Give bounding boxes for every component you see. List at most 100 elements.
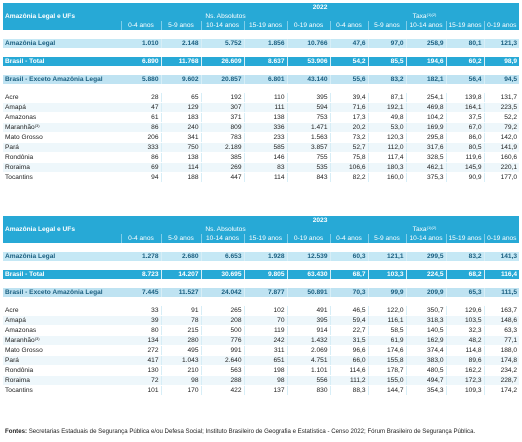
row-label-text: Maranhão: [5, 124, 35, 131]
abs-value-cell: 114: [243, 172, 287, 183]
abs-value-cell: 24.042: [200, 288, 244, 297]
rate-value-cell: 140,5: [405, 325, 446, 336]
rate-value-cell: 49,8: [367, 112, 406, 123]
abs-value-cell: 11.768: [160, 57, 201, 66]
row-label-text: Amazônia Legal: [5, 253, 56, 260]
rate-value-cell: 80,1: [445, 39, 484, 48]
rate-value-cell: 220,1: [483, 162, 520, 173]
rate-value-cell: 103,5: [445, 315, 484, 326]
brasil-total-row: Brasil - Total 6.890 11.768 26.609 8.637 53.9…: [3, 57, 520, 66]
abs-value-cell: 336: [243, 122, 287, 133]
rate-value-cell: 80,5: [445, 142, 484, 153]
rate-value-cell: 111,5: [483, 288, 520, 297]
rate-value-cell: 374,4: [405, 345, 446, 356]
rate-value-cell: 163,7: [483, 306, 520, 316]
rate-group-label: Taxa: [412, 13, 427, 20]
rate-group-footnote: (1)(2): [426, 225, 437, 230]
abs-value-cell: 65: [160, 93, 201, 103]
row-label: Pará: [3, 142, 121, 153]
rate-value-cell: 83,2: [445, 252, 484, 261]
rate-value-cell: 254,1: [405, 93, 446, 103]
row-label: Rondônia: [3, 152, 121, 163]
abs-value-cell: 110: [243, 93, 287, 103]
row-spacer: [3, 48, 520, 57]
age-column-header: 10-14 anos: [200, 234, 244, 243]
rate-value-cell: 462,1: [405, 162, 446, 173]
uf-row: Maranhão(3) 134 280 776 242 1.432 31,5 61,9 162,…: [3, 335, 520, 346]
spacer-cell: [3, 297, 520, 306]
rate-value-cell: 104,2: [405, 112, 446, 123]
abs-value-cell: 395: [286, 93, 330, 103]
abs-value-cell: 53.906: [286, 57, 330, 66]
rate-value-cell: 121,3: [483, 39, 520, 48]
row-label-text: Mato Grosso: [5, 347, 43, 354]
amazonia-legal-row: Amazônia Legal 1.278 2.680 6.653 1.928 12.539…: [3, 252, 520, 261]
uf-row: Mato Grosso 206 341 783 233 1.563 73,2 120,3 295…: [3, 132, 520, 143]
abs-value-cell: 9.805: [243, 270, 287, 279]
abs-value-cell: 333: [121, 142, 161, 153]
rate-value-cell: 65,3: [445, 288, 484, 297]
rate-value-cell: 60,3: [329, 252, 368, 261]
rate-value-cell: 121,1: [367, 252, 406, 261]
rate-value-cell: 375,3: [405, 172, 446, 183]
row-label: Roraima: [3, 375, 121, 386]
row-spacer: [3, 261, 520, 270]
age-column-header: 5-9 anos: [160, 21, 201, 30]
abs-value-cell: 280: [160, 335, 201, 346]
rate-value-cell: 328,5: [405, 152, 446, 163]
abs-value-cell: 1.471: [286, 122, 330, 133]
rate-value-cell: 87,1: [367, 93, 406, 103]
uf-row: Amazonas 61 183 371 138 753 17,3 49,8 104,2 37,5 5…: [3, 112, 520, 123]
abs-value-cell: 1.563: [286, 132, 330, 143]
rate-value-cell: 82,2: [329, 172, 368, 183]
row-label: Amazonas: [3, 325, 121, 336]
rate-value-cell: 52,2: [483, 112, 520, 123]
abs-value-cell: 28: [121, 93, 161, 103]
rate-value-cell: 58,5: [367, 325, 406, 336]
abs-value-cell: 585: [243, 142, 287, 153]
rate-value-cell: 139,8: [445, 93, 484, 103]
abs-value-cell: 33: [121, 306, 161, 316]
abs-value-cell: 11.527: [160, 288, 201, 297]
abs-value-cell: 1.432: [286, 335, 330, 346]
year-label: 2023: [121, 216, 520, 225]
rate-group-header: Taxa(1)(2): [330, 12, 520, 21]
row-label-text: Rondônia: [5, 367, 34, 374]
abs-value-cell: 50.891: [286, 288, 330, 297]
row-label-text: Brasil - Exceto Amazônia Legal: [5, 76, 103, 83]
abs-value-cell: 43.140: [286, 75, 330, 84]
abs-value-cell: 2.680: [160, 252, 201, 261]
abs-value-cell: 5.880: [121, 75, 161, 84]
row-spacer: [3, 279, 520, 288]
abs-value-cell: 563: [200, 365, 244, 376]
rate-value-cell: 98,9: [483, 57, 520, 66]
rate-value-cell: 155,0: [367, 375, 406, 386]
row-label-text: Amapá: [5, 104, 26, 111]
uf-row: Amapá 47 129 307 111 594 71,6 192,1 469,8 164,1 22…: [3, 102, 520, 113]
rate-value-cell: 20,2: [329, 122, 368, 133]
rate-value-cell: 63,3: [483, 325, 520, 336]
rate-value-cell: 234,2: [483, 365, 520, 376]
abs-group-header: Ns. Absolutos: [121, 12, 330, 21]
rate-value-cell: 174,2: [483, 385, 520, 396]
rate-value-cell: 116,4: [483, 270, 520, 279]
brasil-total-row: Brasil - Total 8.723 14.207 30.695 9.805 63.4…: [3, 270, 520, 279]
row-label-text: Amazonas: [5, 327, 37, 334]
age-column-header: 5-9 anos: [367, 234, 406, 243]
rate-value-cell: 89,6: [445, 355, 484, 366]
rate-value-cell: 46,5: [329, 306, 368, 316]
abs-value-cell: 10.766: [286, 39, 330, 48]
rate-value-cell: 223,5: [483, 102, 520, 113]
uf-row: Mato Grosso 272 495 991 311 2.069 96,6 174,6 374…: [3, 345, 520, 356]
abs-value-cell: 776: [200, 335, 244, 346]
rate-value-cell: 103,3: [367, 270, 406, 279]
rate-value-cell: 116,1: [367, 315, 406, 326]
age-header-row: 0-4 anos 5-9 anos 10-14 anos 15-19 anos 0-19…: [3, 21, 520, 30]
row-label: Amazônia Legal: [3, 39, 121, 48]
rate-value-cell: 114,6: [329, 365, 368, 376]
rate-value-cell: 37,5: [445, 112, 484, 123]
region-column-header: Amazônia Legal e UFs: [3, 216, 121, 243]
row-label: Pará: [3, 355, 121, 366]
row-label-text: Maranhão: [5, 337, 35, 344]
age-column-header: 10-14 anos: [200, 21, 244, 30]
